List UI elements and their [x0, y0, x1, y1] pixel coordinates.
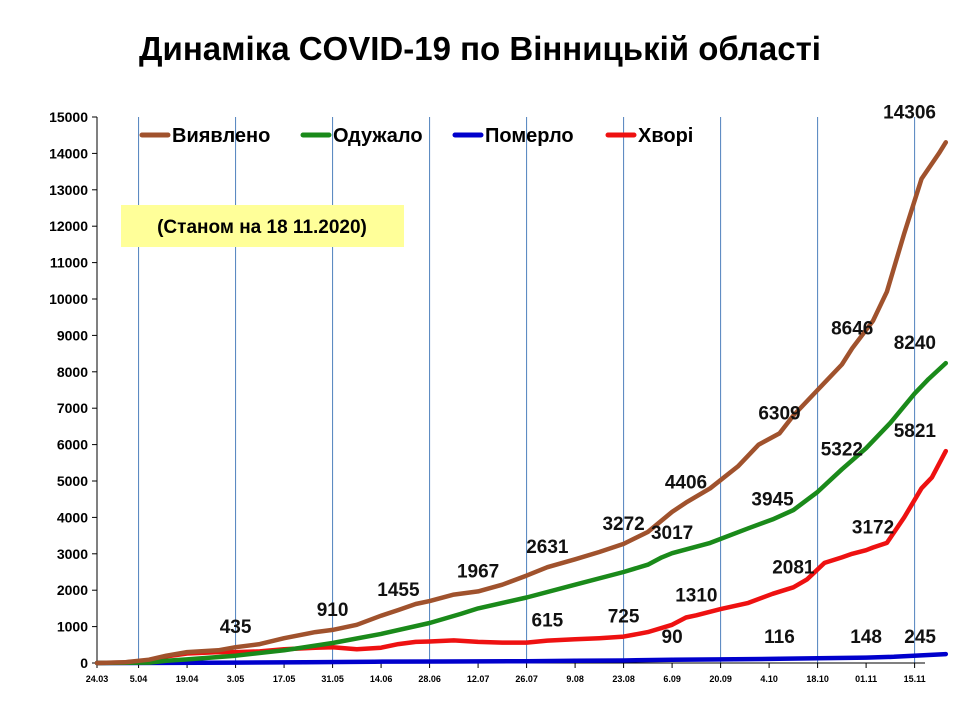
- data-label: 3172: [852, 518, 894, 539]
- data-label: 148: [850, 627, 882, 648]
- x-tick-label: 24.03: [86, 674, 109, 684]
- data-label: 5821: [894, 421, 937, 442]
- x-tick-label: 23.08: [612, 674, 635, 684]
- y-tick-label: 13000: [49, 182, 88, 198]
- grid-layer: [138, 117, 916, 663]
- y-tick-label: 15000: [49, 109, 88, 125]
- x-tick-label: 18.10: [806, 674, 829, 684]
- x-tick-label: 15.11: [904, 674, 926, 684]
- data-label: 90: [662, 627, 683, 648]
- y-tick-label: 14000: [49, 145, 88, 161]
- x-tick-label: 17.05: [273, 674, 296, 684]
- series-line: [94, 140, 949, 666]
- x-tick-label: 5.04: [130, 674, 148, 684]
- y-tick-label: 6000: [57, 437, 88, 453]
- data-label: 1967: [457, 561, 499, 582]
- x-tick-label: 6.09: [663, 674, 681, 684]
- x-tick-label: 3.05: [227, 674, 245, 684]
- data-label: 615: [532, 611, 564, 632]
- date-note: (Станом на 18 11.2020): [121, 205, 404, 247]
- chart-title: Динаміка COVID-19 по Вінницькій області: [139, 30, 821, 67]
- y-tick-label: 2000: [57, 582, 88, 598]
- x-tick-label: 12.07: [467, 674, 490, 684]
- data-label: 14306: [883, 102, 936, 123]
- data-label: 5322: [821, 439, 863, 460]
- y-tick-label: 4000: [57, 509, 88, 525]
- y-tick-label: 3000: [57, 546, 88, 562]
- data-label: 3945: [751, 489, 794, 510]
- series-lines: [94, 140, 949, 666]
- y-tick-label: 12000: [49, 218, 88, 234]
- x-tick-label: 20.09: [709, 674, 732, 684]
- data-label: 3017: [651, 523, 693, 544]
- x-tick-label: 4.10: [760, 674, 778, 684]
- data-label: 435: [220, 617, 252, 638]
- data-label: 245: [904, 627, 936, 648]
- note-box: [121, 205, 404, 247]
- axes: 0 1000 2000 3000 4000 5000 6000 7000 8000 9000 100…: [49, 109, 926, 684]
- x-tick-label: 28.06: [418, 674, 441, 684]
- data-label: 2081: [772, 557, 815, 578]
- data-labels: 435 910 1455 1967 2631 3272 4406 6309 8646 14306 3…: [220, 102, 937, 648]
- x-tick-label: 01.11: [855, 674, 877, 684]
- data-label: 3272: [602, 514, 644, 535]
- y-tick-label: 0: [80, 655, 88, 671]
- data-label: 2631: [526, 537, 569, 558]
- note-text: (Станом на 18 11.2020): [157, 217, 367, 238]
- x-tick-label: 9.08: [566, 674, 584, 684]
- data-label: 725: [608, 607, 640, 628]
- data-label: 8646: [831, 318, 873, 339]
- data-label: 910: [317, 600, 349, 621]
- x-tick-label: 14.06: [370, 674, 393, 684]
- legend-label: Померло: [485, 125, 574, 147]
- y-tick-label: 9000: [57, 327, 88, 343]
- y-tick-label: 8000: [57, 364, 88, 380]
- legend-label: Хворі: [638, 125, 693, 147]
- y-tick-label: 10000: [49, 291, 88, 307]
- data-label: 1455: [377, 580, 420, 601]
- legend-label: Виявлено: [172, 125, 270, 147]
- y-tick-label: 7000: [57, 400, 88, 416]
- data-label: 1310: [675, 585, 717, 606]
- data-label: 6309: [758, 403, 800, 424]
- x-tick-label: 19.04: [176, 674, 199, 684]
- data-label: 4406: [665, 473, 707, 494]
- x-tick-label: 26.07: [515, 674, 538, 684]
- series-line: [94, 651, 949, 666]
- legend: Виявлено Одужало Померло Хворі: [139, 125, 693, 147]
- legend-label: Одужало: [333, 125, 423, 147]
- y-tick-label: 11000: [50, 255, 88, 271]
- series-line: [94, 360, 949, 666]
- y-tick-label: 5000: [57, 473, 88, 489]
- data-label: 8240: [894, 333, 936, 354]
- data-label: 116: [764, 627, 795, 648]
- y-tick-label: 1000: [57, 619, 88, 635]
- x-tick-label: 31.05: [321, 674, 344, 684]
